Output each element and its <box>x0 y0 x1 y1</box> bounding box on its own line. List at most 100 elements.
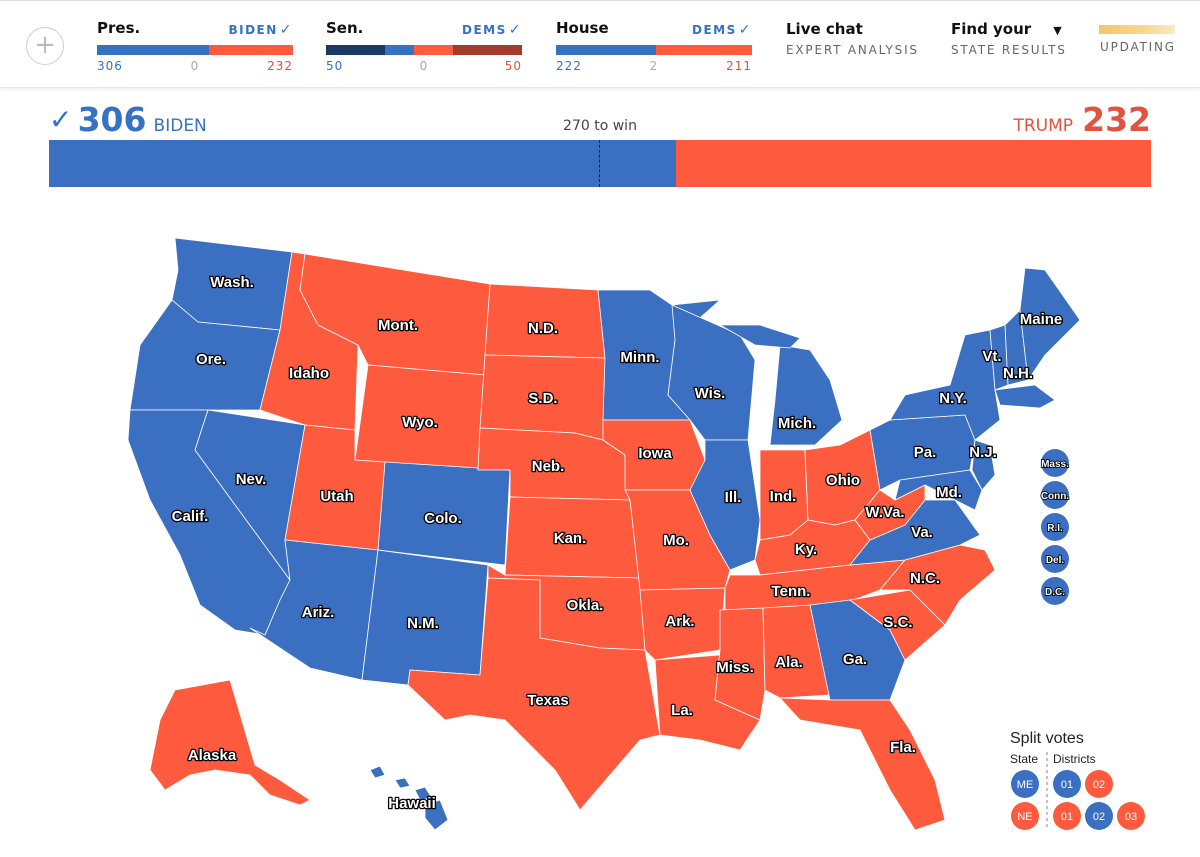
electoral-vote-summary: ✓ 306 BIDEN 270 to win TRUMP 232 <box>49 100 1151 190</box>
split-district-dot[interactable] <box>1053 802 1081 830</box>
state-label: Idaho <box>289 365 329 382</box>
state-label: Nev. <box>236 471 267 488</box>
state-label: Utah <box>320 488 353 505</box>
state-fla[interactable] <box>779 697 946 831</box>
split-district-dot[interactable] <box>1085 770 1113 798</box>
race-dem-count: 50 <box>326 59 344 73</box>
split-district-dot[interactable] <box>1053 770 1081 798</box>
race-bar-segment <box>384 45 415 55</box>
split-district-dot-label: 03 <box>1125 811 1137 823</box>
state-label: Hawaii <box>388 795 436 812</box>
state-label: Vt. <box>982 348 1001 365</box>
state-label: Texas <box>527 692 568 709</box>
small-state-circle[interactable] <box>1041 513 1069 541</box>
state-md[interactable] <box>894 469 983 511</box>
small-state-circle[interactable] <box>1041 545 1069 573</box>
threshold-marker <box>599 140 600 187</box>
race-mid-count: 0 <box>190 59 200 73</box>
race-senate[interactable]: Sen. DEMS ✓ 50 0 50 <box>326 19 522 73</box>
state-texas[interactable] <box>407 577 661 811</box>
state-label: Ill. <box>725 489 742 506</box>
split-district-dot[interactable] <box>1117 802 1145 830</box>
split-state-dot[interactable] <box>1011 802 1039 830</box>
us-map-svg: Wash. Ore. Calif. Nev. Idaho Mont. Wyo. Utah Col… <box>127 237 1145 831</box>
dem-candidate-name: BIDEN <box>153 116 207 136</box>
state-mich-upper[interactable] <box>719 324 801 349</box>
state-ill[interactable] <box>689 439 761 571</box>
split-state-dot[interactable] <box>1011 770 1039 798</box>
state-nj[interactable] <box>971 439 996 491</box>
find-state-dropdown[interactable]: Find your ▼ STATE RESULTS <box>951 20 1067 57</box>
state-sc[interactable] <box>849 589 946 661</box>
results-map: Wash. Ore. Calif. Nev. Idaho Mont. Wyo. Utah Col… <box>0 195 1200 857</box>
find-sub: STATE RESULTS <box>951 43 1067 57</box>
check-icon: ✓ <box>49 103 73 136</box>
race-rep-count: 232 <box>267 59 293 73</box>
state-label: Ky. <box>795 541 817 558</box>
race-bar <box>556 45 752 55</box>
state-label: Colo. <box>424 510 462 527</box>
state-mass-shape[interactable] <box>994 384 1056 409</box>
split-district-dot[interactable] <box>1085 802 1113 830</box>
state-label: La. <box>671 702 693 719</box>
state-wva[interactable] <box>854 484 926 541</box>
small-state-circle[interactable] <box>1041 577 1069 605</box>
state-label: Maine <box>1020 311 1063 328</box>
state-label: Alaska <box>188 747 237 764</box>
state-label: Ga. <box>843 651 867 668</box>
state-label: Minn. <box>620 349 659 366</box>
race-bar <box>97 45 293 55</box>
plus-icon[interactable]: + <box>26 27 64 65</box>
split-state-dot-label: NE <box>1017 811 1032 823</box>
race-mid-count: 0 <box>419 59 429 73</box>
race-bar <box>326 45 522 55</box>
dem-total: ✓ 306 BIDEN <box>49 100 207 139</box>
split-votes-legend: Split votes State Districts ME 01 02 NE 01 02… <box>1010 730 1145 830</box>
state-hawaii[interactable] <box>369 765 449 831</box>
small-state-label: R.I. <box>1047 523 1063 534</box>
race-dem-count: 222 <box>556 59 582 73</box>
state-label: Mont. <box>378 317 418 334</box>
state-label: Ind. <box>770 488 797 505</box>
race-dem-count: 306 <box>97 59 123 73</box>
split-district-dot-label: 02 <box>1093 811 1105 823</box>
small-state-circle[interactable] <box>1041 449 1069 477</box>
state-colo[interactable] <box>377 461 511 566</box>
chevron-down-icon: ▼ <box>1053 24 1062 37</box>
race-president[interactable]: Pres. BIDEN ✓ 306 0 232 <box>97 19 293 73</box>
race-bar-segment <box>97 45 209 55</box>
state-label: Ariz. <box>302 604 335 621</box>
race-house[interactable]: House DEMS ✓ 222 2 211 <box>556 19 752 73</box>
find-title: Find your <box>951 20 1032 38</box>
race-winner: BIDEN ✓ <box>228 22 293 38</box>
state-ala[interactable] <box>762 604 831 699</box>
state-label: Calif. <box>172 508 209 525</box>
state-label: Wis. <box>695 385 726 402</box>
state-ark[interactable] <box>639 587 726 661</box>
state-label: Pa. <box>914 444 937 461</box>
state-alaska[interactable] <box>149 679 311 806</box>
state-label: Tenn. <box>772 583 811 600</box>
state-label: S.D. <box>528 390 557 407</box>
check-icon: ✓ <box>508 22 522 38</box>
state-label: Va. <box>911 524 933 541</box>
state-label: N.M. <box>407 615 439 632</box>
results-header: + Pres. BIDEN ✓ 306 0 232 Sen. DEMS ✓ 50 0… <box>0 0 1200 88</box>
race-label: House <box>556 19 609 37</box>
state-mich[interactable] <box>769 344 843 446</box>
state-label: Mich. <box>778 415 816 432</box>
state-label: Ohio <box>826 472 860 489</box>
live-chat-link[interactable]: Live chat EXPERT ANALYSIS <box>786 20 919 57</box>
rep-candidate-name: TRUMP <box>1013 116 1074 136</box>
state-label: N.J. <box>969 444 997 461</box>
state-label: Ore. <box>196 351 226 368</box>
small-state-circle[interactable] <box>1041 481 1069 509</box>
split-districts-label: Districts <box>1053 752 1096 766</box>
race-mid-count: 2 <box>649 59 659 73</box>
race-bar-segment <box>414 45 454 55</box>
split-district-dot-label: 02 <box>1093 779 1105 791</box>
updating-progress-bar <box>1099 25 1175 34</box>
state-maine[interactable] <box>1019 267 1081 381</box>
updating-label: UPDATING <box>1100 40 1176 54</box>
threshold-label: 270 to win <box>563 118 637 134</box>
